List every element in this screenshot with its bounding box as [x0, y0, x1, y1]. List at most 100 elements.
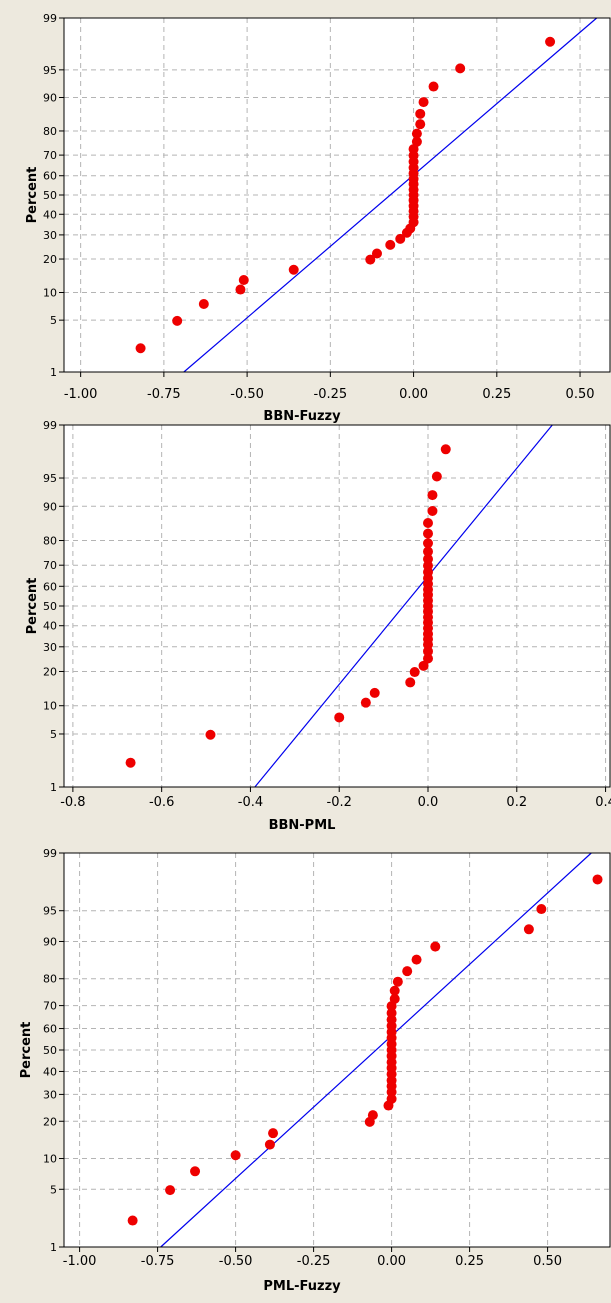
y-tick-label: 10 [43, 287, 57, 300]
x-tick-label: -0.75 [147, 387, 181, 402]
data-point [205, 729, 216, 740]
data-point [238, 274, 249, 285]
y-tick-label: 95 [43, 64, 57, 77]
y-tick-label: 95 [43, 472, 57, 485]
y-tick-label: 20 [43, 253, 57, 266]
data-point [430, 941, 441, 952]
data-point [386, 1007, 397, 1018]
x-tick-label: 0.25 [482, 387, 511, 402]
y-tick-label: 30 [43, 1088, 57, 1101]
y-tick-label: 1 [50, 1241, 57, 1254]
data-point [230, 1150, 241, 1161]
y-tick-label: 80 [43, 973, 57, 986]
data-point [389, 993, 400, 1004]
y-tick-label: 60 [43, 580, 57, 593]
data-point [428, 81, 439, 92]
y-tick-label: 40 [43, 620, 57, 633]
data-point [360, 697, 371, 708]
data-point [392, 976, 403, 987]
x-tick-label: -1.00 [64, 387, 98, 402]
y-axis-label: Percent [19, 1022, 34, 1079]
y-tick-label: 99 [43, 12, 57, 25]
data-point [369, 687, 380, 698]
data-point [418, 97, 429, 108]
y-tick-label: 20 [43, 1115, 57, 1128]
x-tick-label: -0.25 [297, 1254, 331, 1269]
data-point [545, 36, 556, 47]
fit-line [254, 424, 553, 788]
y-tick-label: 1 [50, 781, 57, 794]
y-tick-label: 20 [43, 665, 57, 678]
data-point [440, 444, 451, 455]
data-point [235, 284, 246, 295]
y-tick-label: 80 [43, 535, 57, 548]
data-point [172, 315, 183, 326]
data-point [198, 298, 209, 309]
plot-frame [63, 852, 611, 1248]
data-point [402, 966, 413, 977]
x-tick-label: -0.8 [60, 795, 85, 810]
fit-line [160, 852, 592, 1248]
data-point [190, 1166, 201, 1177]
data-point [127, 1215, 138, 1226]
y-tick-label: 30 [43, 229, 57, 242]
y-tick-label: 40 [43, 1065, 57, 1078]
y-tick-label: 90 [43, 500, 57, 513]
data-point [592, 874, 603, 885]
data-point [423, 653, 433, 664]
data-point [365, 254, 376, 265]
fit-line [183, 17, 598, 373]
y-tick-label: 50 [43, 189, 57, 202]
data-point [165, 1185, 176, 1196]
data-point [385, 239, 396, 250]
y-tick-label: 10 [43, 700, 57, 713]
x-tick-label: 0.50 [533, 1254, 562, 1269]
data-point [125, 757, 136, 768]
y-tick-label: 99 [43, 847, 57, 860]
data-point [418, 660, 429, 671]
data-point [411, 954, 422, 965]
y-tick-label: 60 [43, 1023, 57, 1036]
y-tick-label: 5 [50, 1183, 57, 1196]
x-axis-label: BBN-PML [269, 818, 336, 833]
y-tick-label: 40 [43, 208, 57, 221]
data-point [386, 1093, 397, 1104]
data-point [264, 1139, 275, 1150]
x-tick-label: 0.00 [377, 1254, 406, 1269]
y-tick-label: 50 [43, 1044, 57, 1057]
y-tick-label: 95 [43, 905, 57, 918]
y-tick-label: 60 [43, 170, 57, 183]
data-point [423, 538, 433, 549]
data-point [389, 985, 400, 996]
x-tick-label: -0.25 [314, 387, 348, 402]
data-point [423, 554, 433, 565]
y-tick-label: 90 [43, 91, 57, 104]
data-point [367, 1110, 378, 1121]
x-axis-label: BBN-Fuzzy [263, 409, 341, 424]
data-point [405, 677, 416, 688]
y-tick-label: 90 [43, 935, 57, 948]
x-axis-label: PML-Fuzzy [263, 1279, 341, 1294]
data-point [415, 108, 426, 119]
x-tick-label: 0.0 [418, 795, 439, 810]
data-point [423, 517, 433, 528]
x-tick-label: -0.4 [238, 795, 263, 810]
y-tick-label: 70 [43, 1000, 57, 1013]
plot-frame [63, 424, 611, 788]
x-tick-label: 0.4 [595, 795, 611, 810]
x-tick-label: -0.2 [327, 795, 352, 810]
data-point [371, 248, 382, 259]
y-tick-label: 70 [43, 149, 57, 162]
x-tick-label: 0.25 [455, 1254, 484, 1269]
x-tick-label: -0.50 [230, 387, 264, 402]
data-point [409, 667, 420, 678]
data-point [431, 471, 442, 482]
data-point [288, 264, 299, 275]
data-point [411, 128, 422, 139]
probability-plot-2: -0.8 -0.6 -0.4 -0.2 0.0 0.2 0.4 1 5 10 20 30 40 50 60 7… [25, 419, 611, 833]
y-axis-label: Percent [25, 578, 40, 635]
data-point [334, 712, 345, 723]
x-tick-label: -0.50 [219, 1254, 253, 1269]
probability-plot-3: -1.00 -0.75 -0.50 -0.25 0.00 0.25 0.50 1 5 10 20 30… [19, 847, 611, 1294]
